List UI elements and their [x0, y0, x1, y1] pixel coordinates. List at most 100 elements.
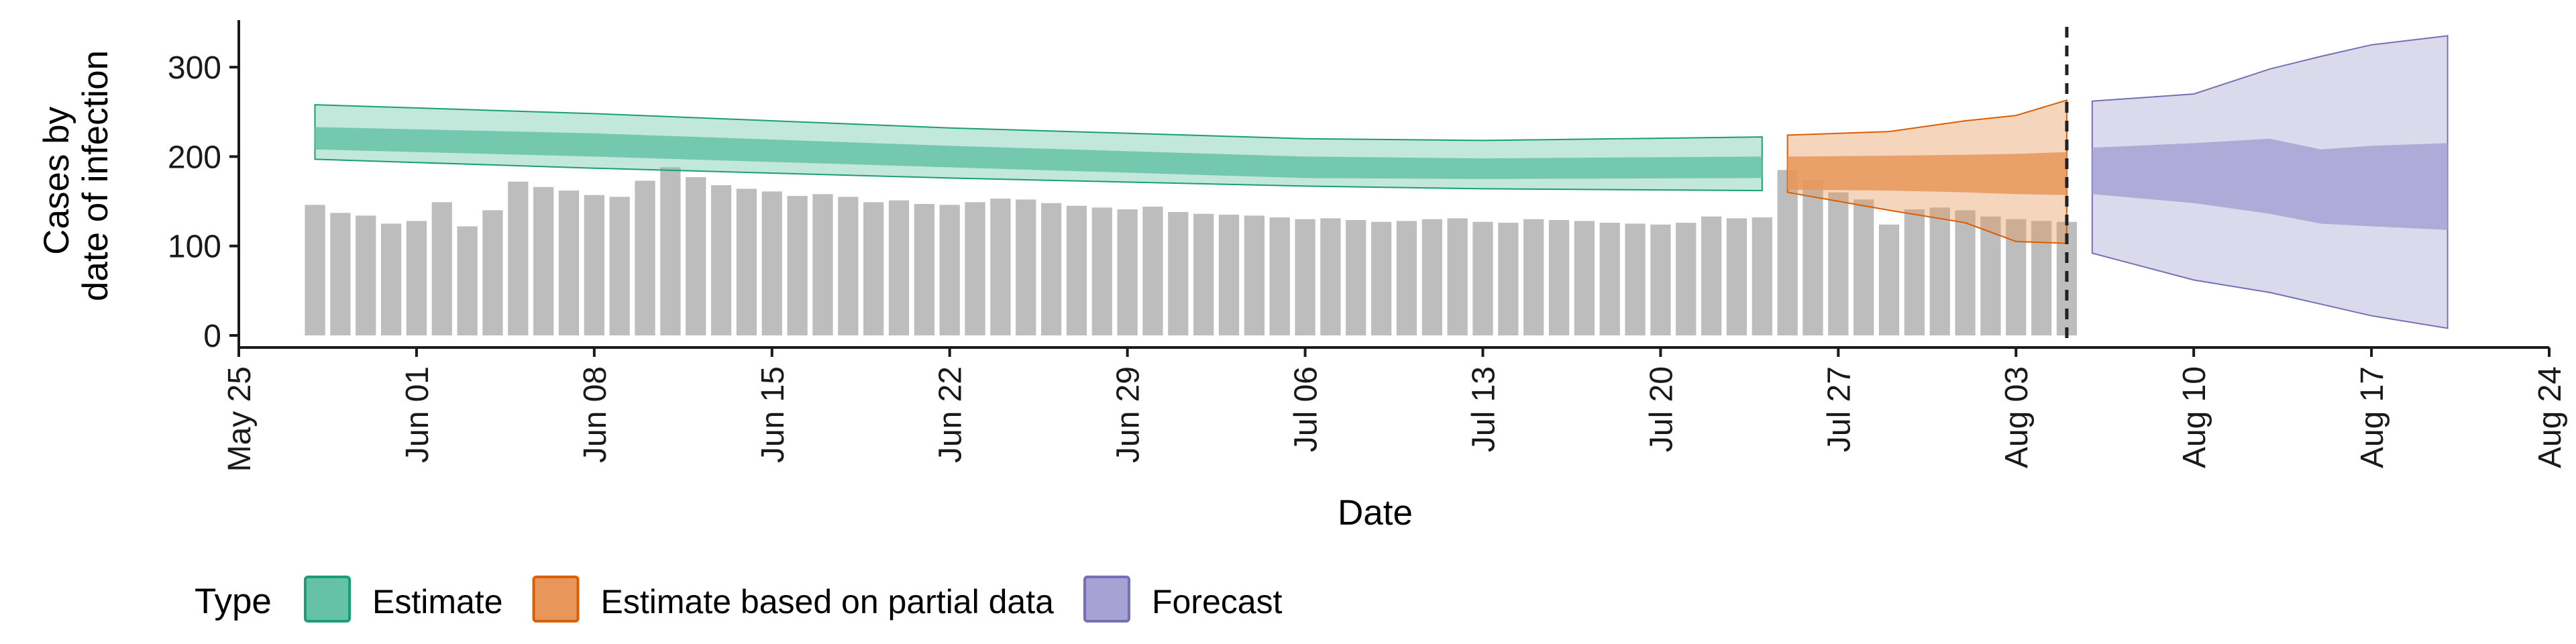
- inner-band: [315, 127, 1762, 179]
- x-tick-label: Jun 08: [578, 366, 613, 463]
- reported-case-bar: [1777, 170, 1798, 335]
- reported-case-bar: [2031, 221, 2052, 335]
- reported-case-bar: [431, 202, 452, 335]
- reported-case-bar: [330, 213, 351, 335]
- legend-label: Forecast: [1152, 583, 1283, 621]
- reported-case-bar: [1803, 180, 1823, 335]
- reported-case-bar: [1726, 218, 1748, 335]
- reported-case-bar: [1016, 199, 1036, 335]
- reported-case-bar: [1625, 223, 1646, 335]
- legend-swatch: [304, 576, 351, 623]
- reported-case-bar: [508, 181, 529, 335]
- reported-case-bar: [1929, 207, 1950, 335]
- reported-case-bar: [1523, 219, 1544, 335]
- x-tick-label: Jul 13: [1466, 366, 1501, 452]
- y-axis-title-line-2: date of infection: [76, 50, 115, 301]
- reported-case-bar: [1117, 209, 1138, 335]
- x-tick-label: Jul 06: [1289, 366, 1324, 452]
- reported-case-bar: [1040, 203, 1062, 335]
- reported-case-bar: [1218, 215, 1240, 335]
- reported-case-bar: [1904, 209, 1925, 335]
- reported-case-bar: [1346, 220, 1366, 335]
- reported-case-bar: [1396, 221, 1417, 335]
- y-tick-label: 300: [168, 50, 221, 86]
- reported-case-bar: [1980, 216, 2001, 335]
- reported-case-bar: [406, 221, 427, 335]
- x-tick-label: Jun 22: [933, 366, 969, 463]
- y-axis-ticks: 0 100 200 300: [168, 50, 239, 354]
- legend-items: Estimate Estimate based on partial data Fo…: [304, 576, 1283, 623]
- reported-case-bar: [1320, 218, 1341, 335]
- reported-case-bar: [660, 167, 681, 335]
- reported-case-bar: [1955, 210, 1976, 335]
- reported-bars: [305, 167, 2078, 335]
- x-tick-label: Aug 17: [2355, 366, 2390, 468]
- x-tick-label: Jun 15: [755, 366, 791, 463]
- y-tick-label: 0: [203, 319, 221, 354]
- reported-case-bar: [305, 205, 325, 335]
- reported-case-bar: [482, 210, 503, 335]
- reported-case-bar: [1548, 220, 1570, 335]
- y-axis-title: Cases by date of infection: [37, 50, 115, 301]
- legend-title: Type: [195, 582, 272, 621]
- reported-case-bar: [1269, 217, 1290, 335]
- reported-case-bar: [1447, 218, 1468, 335]
- reported-case-bar: [736, 189, 757, 335]
- reported-case-bar: [1244, 215, 1265, 335]
- reported-case-bar: [1142, 207, 1163, 335]
- reported-case-bar: [1421, 219, 1442, 335]
- x-tick-label: Aug 03: [1999, 366, 2035, 468]
- reported-case-bar: [1854, 199, 1874, 335]
- reported-case-bar: [838, 197, 859, 335]
- reported-case-bar: [1878, 224, 1900, 335]
- x-tick-label: Aug 24: [2532, 366, 2568, 468]
- reported-case-bar: [990, 199, 1011, 335]
- reported-case-bar: [1193, 213, 1214, 335]
- reported-case-bar: [965, 202, 985, 335]
- reported-case-bar: [533, 186, 554, 335]
- reported-case-bar: [1599, 223, 1620, 335]
- reported-case-bar: [1168, 212, 1189, 335]
- reported-case-bar: [558, 191, 580, 335]
- y-tick-label: 200: [168, 140, 221, 175]
- reported-case-bar: [1701, 216, 1722, 335]
- reported-case-bar: [635, 180, 655, 335]
- reported-case-bar: [380, 223, 402, 335]
- x-tick-label: May 25: [222, 366, 258, 472]
- reported-case-bar: [1650, 224, 1671, 335]
- legend-label: Estimate: [372, 583, 503, 621]
- estimate-bands: [314, 35, 2449, 329]
- reported-case-bar: [609, 197, 630, 335]
- reported-case-bar: [939, 205, 960, 335]
- x-tick-label: Jul 20: [1644, 366, 1679, 452]
- legend-swatch: [532, 576, 580, 623]
- x-axis-title: Date: [1338, 493, 1413, 533]
- reported-case-bar: [914, 204, 934, 335]
- reported-case-bar: [1371, 221, 1392, 335]
- reported-case-bar: [584, 195, 604, 335]
- x-tick-label: Jul 27: [1821, 366, 1857, 452]
- x-tick-label: Aug 10: [2177, 366, 2212, 468]
- reported-case-bar: [1828, 192, 1849, 335]
- reported-case-bar: [1574, 221, 1595, 335]
- reported-case-bar: [686, 177, 706, 335]
- reported-case-bar: [457, 226, 478, 335]
- reported-case-bar: [1676, 223, 1697, 335]
- legend: Type Estimate Estimate based on partial d…: [195, 576, 1283, 623]
- inner-band: [2092, 138, 2448, 230]
- x-tick-label: Jun 29: [1111, 366, 1146, 463]
- reported-case-bar: [761, 191, 782, 335]
- x-tick-label: Jun 01: [400, 366, 435, 463]
- legend-label: Estimate based on partial data: [601, 583, 1055, 621]
- y-axis-title-line-1: Cases by: [37, 106, 76, 254]
- reported-case-bar: [1091, 207, 1112, 335]
- reported-case-bar: [1066, 205, 1087, 335]
- reported-case-bar: [812, 194, 833, 335]
- reported-case-bar: [710, 185, 732, 335]
- legend-swatch: [1083, 576, 1130, 623]
- plot-area: [305, 27, 2449, 347]
- reported-case-bar: [863, 202, 884, 335]
- reported-case-bar: [1498, 223, 1519, 335]
- reported-case-bar: [888, 200, 910, 335]
